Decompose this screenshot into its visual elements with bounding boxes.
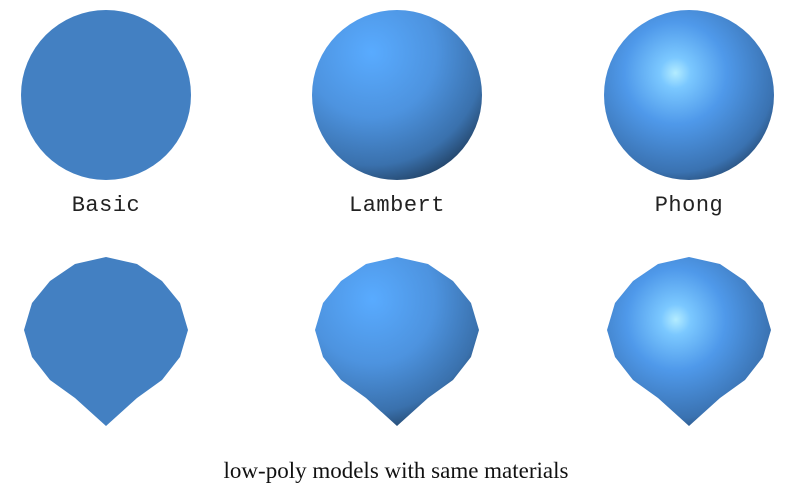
basic-sphere-smooth — [21, 10, 191, 180]
basic-label: Basic — [71, 193, 141, 218]
phong-label: Phong — [654, 193, 724, 218]
lambert-sphere-smooth — [312, 10, 482, 180]
lambert-sphere-lowpoly — [315, 257, 479, 426]
basic-sphere-lowpoly — [24, 257, 188, 426]
lambert-label: Lambert — [349, 193, 445, 218]
figure-caption: low-poly models with same materials — [223, 458, 569, 483]
phong-sphere-smooth — [604, 10, 774, 180]
phong-sphere-lowpoly — [607, 257, 771, 426]
